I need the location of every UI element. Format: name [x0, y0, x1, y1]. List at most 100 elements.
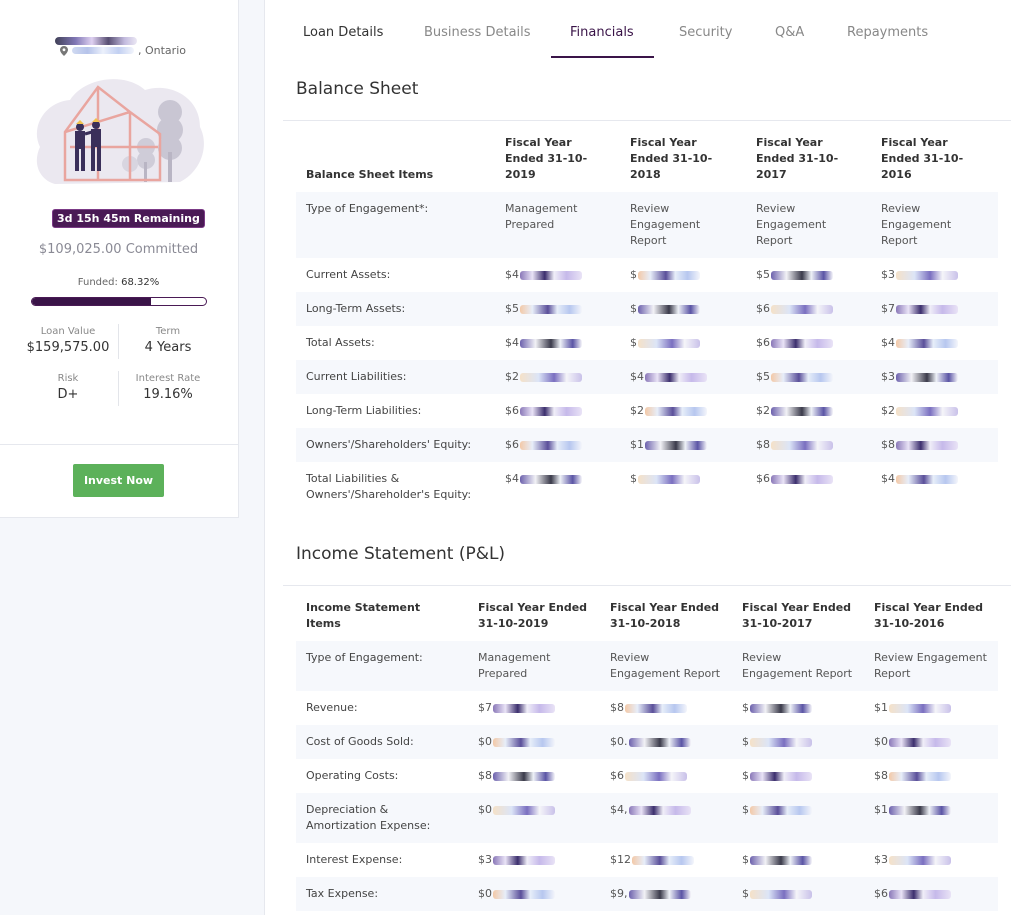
value-cell: $3 [871, 258, 998, 292]
redacted-value [493, 703, 555, 713]
value-prefix: $6 [756, 472, 770, 485]
value-cell: $8 [600, 691, 732, 725]
table-row: Current Liabilities: $2 $4 $5 $3 [296, 360, 998, 394]
table-row: Long-Term Assets: $5 $ $6 $7 [296, 292, 998, 326]
row-label: Type of Engagement: [296, 641, 468, 691]
redacted-value [896, 372, 958, 382]
tab-financials[interactable]: Financials [570, 25, 634, 40]
value-prefix: $ [742, 735, 749, 748]
value-cell: $ [732, 843, 864, 877]
row-label: Total Assets: [306, 336, 375, 349]
tab-bar: Loan Details Business Details Financials… [265, 0, 1030, 60]
value-prefix: $ [630, 336, 637, 349]
redacted-value [896, 406, 958, 416]
value-prefix: $0 [874, 735, 888, 748]
value-prefix: $ [630, 472, 637, 485]
row-label: Current Assets: [306, 268, 391, 281]
row-label: Depreciation & Amortization Expense: [296, 793, 468, 843]
committed-amount: $109,025.00 Committed [38, 242, 199, 257]
engagement-type: Review Engagement Report [620, 192, 746, 258]
redacted-value [638, 474, 700, 484]
tab-business-details[interactable]: Business Details [424, 25, 531, 40]
value-prefix: $6 [874, 887, 888, 900]
engagement-row: Type of Engagement: Management Prepared Re… [296, 641, 998, 691]
table-row: Tax Expense: $0 $9, $ $6 [296, 877, 998, 911]
value-cell: $4 [495, 258, 620, 292]
value-cell: $6 [495, 428, 620, 462]
redacted-value [493, 737, 555, 747]
column-header: Fiscal Year Ended 31-10-2016 [874, 601, 984, 630]
value-cell: $0 [468, 793, 600, 843]
tab-repayments[interactable]: Repayments [847, 25, 929, 40]
term-value: 4 Years [144, 340, 192, 355]
table-row: Total Liabilities & Owners'/Shareholder'… [296, 462, 998, 512]
interest-rate-stat: Interest Rate 19.16% [122, 373, 214, 402]
engagement-row: Type of Engagement*: Management Prepared R… [296, 192, 998, 258]
redacted-value [645, 406, 707, 416]
redacted-value [493, 771, 555, 781]
value-cell: $4 [871, 326, 998, 360]
row-label: Owners'/Shareholders' Equity: [296, 428, 495, 462]
value-prefix: $4 [630, 370, 644, 383]
row-label: Tax Expense: [296, 877, 468, 911]
invest-now-button[interactable]: Invest Now [73, 464, 164, 497]
redacted-value [889, 889, 951, 899]
column-header: Fiscal Year Ended 31-10-2019 [505, 136, 588, 181]
value-cell: $2 [495, 360, 620, 394]
row-label: Long-Term Assets: [296, 292, 495, 326]
row-label: Total Liabilities & Owners'/Shareholder'… [306, 472, 472, 501]
redacted-value [771, 372, 833, 382]
location: , Ontario [60, 44, 186, 57]
value-cell: $3 [864, 843, 998, 877]
value-cell: $3 [871, 360, 998, 394]
redacted-value [520, 474, 582, 484]
row-label: Long-Term Liabilities: [306, 404, 422, 417]
risk-label: Risk [57, 373, 79, 384]
value-prefix: $6 [610, 769, 624, 782]
column-header: Fiscal Year Ended 31-10-2018 [610, 601, 720, 630]
value-prefix: $5 [756, 370, 770, 383]
redacted-value [628, 805, 691, 815]
value-cell: $ [620, 326, 746, 360]
value-cell: $3 [468, 843, 600, 877]
listing-card: , Ontario [0, 0, 239, 518]
redacted-value [750, 855, 812, 865]
redacted-value [750, 771, 812, 781]
interest-rate-value: 19.16% [143, 387, 193, 402]
column-header: Fiscal Year Ended 31-10-2017 [742, 601, 852, 630]
value-cell: $ [732, 877, 864, 911]
redacted-value [750, 703, 812, 713]
balance-sheet-title: Balance Sheet [296, 79, 419, 99]
loan-value: $159,575.00 [26, 340, 110, 355]
value-cell: $4 [495, 326, 620, 360]
tab-qa[interactable]: Q&A [775, 25, 805, 40]
risk-stat: Risk D+ [22, 373, 114, 402]
value-cell: $5 [746, 258, 871, 292]
value-prefix: $ [630, 302, 637, 315]
value-prefix: $7 [881, 302, 895, 315]
value-prefix: $1 [874, 803, 888, 816]
tab-loan-details[interactable]: Loan Details [303, 25, 384, 40]
row-label: Current Liabilities: [296, 360, 495, 394]
section-divider [283, 120, 1011, 121]
funded-label: Funded: 68.32% [0, 277, 237, 288]
risk-value: D+ [57, 387, 79, 402]
row-label: Revenue: [306, 701, 358, 714]
interest-rate-label: Interest Rate [135, 373, 201, 384]
engagement-type: Management Prepared [468, 641, 600, 691]
value-cell: $ [732, 725, 864, 759]
engagement-type: Review Engagement Report [864, 641, 998, 691]
value-cell: $2 [746, 394, 871, 428]
value-prefix: $6 [505, 438, 519, 451]
value-cell: $5 [746, 360, 871, 394]
value-prefix: $ [742, 853, 749, 866]
value-cell: $ [620, 462, 746, 512]
value-prefix: $ [742, 769, 749, 782]
value-cell: $1 [864, 793, 998, 843]
tab-security[interactable]: Security [679, 25, 733, 40]
redacted-value [493, 889, 555, 899]
value-prefix: $1 [874, 701, 888, 714]
city-redacted [72, 47, 134, 54]
value-cell: $ [732, 759, 864, 793]
redacted-value [889, 855, 951, 865]
